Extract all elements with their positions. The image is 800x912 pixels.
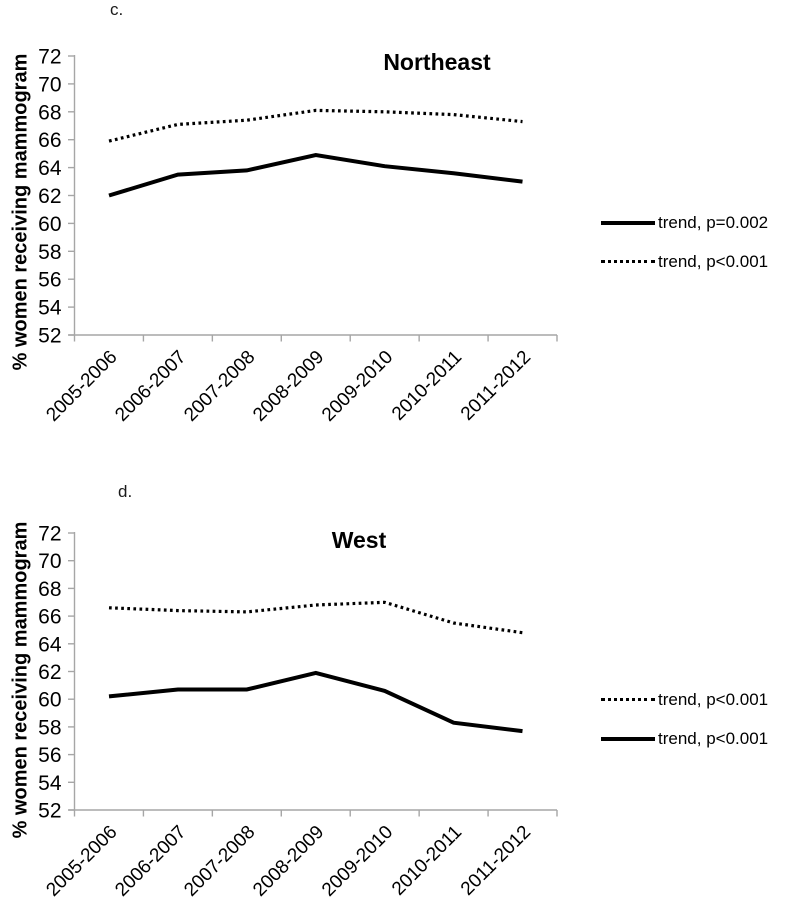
series-line-solid bbox=[108, 670, 523, 734]
y-tick-label: 58 bbox=[38, 716, 61, 739]
x-tick-label: 2007-2008 bbox=[180, 822, 259, 901]
y-tick-label: 62 bbox=[38, 185, 61, 208]
x-tick-label: 2011-2012 bbox=[457, 822, 535, 900]
y-tick-label: 52 bbox=[38, 325, 61, 348]
y-tick-label: 62 bbox=[38, 661, 61, 684]
y-tick-label: 66 bbox=[38, 606, 61, 629]
line-chart-northeast: 52 54 56 58 60 62 64 66 68 70 72 2005-20062006-2007… bbox=[38, 46, 558, 426]
legend-label: trend, p<0.001 bbox=[658, 728, 769, 748]
x-tick-label: 2011-2012 bbox=[457, 347, 535, 425]
legend-swatch-dotted-line bbox=[601, 698, 655, 701]
legend-label: trend, p<0.001 bbox=[658, 251, 769, 271]
y-tick-label: 68 bbox=[38, 101, 61, 124]
series-line-dotted bbox=[108, 600, 523, 635]
x-tick-label: 2005-2006 bbox=[42, 347, 121, 426]
chart-title-west: West bbox=[331, 527, 387, 553]
x-tick-label: 2007-2008 bbox=[180, 347, 259, 426]
panel-d: d. 52 54 56 58 60 62 64 66 68 70 72 2005-2006 2006-2… bbox=[0, 456, 800, 912]
legend-item: trend, p<0.001 bbox=[601, 680, 768, 719]
legend-west: trend, p<0.001 trend, p<0.001 bbox=[601, 680, 768, 758]
legend-northeast: trend, p=0.002 trend, p<0.001 bbox=[601, 203, 768, 281]
y-axis-title-northeast: % women receiving mammogram bbox=[9, 53, 32, 371]
x-tick-label: 2008-2009 bbox=[249, 347, 328, 426]
x-tick-label: 2010-2011 bbox=[388, 347, 466, 425]
legend-swatch-solid-line bbox=[601, 220, 655, 225]
y-tick-label: 64 bbox=[38, 157, 62, 180]
line-chart-west: 52 54 56 58 60 62 64 66 68 70 72 2005-20062006-2007… bbox=[38, 523, 558, 901]
x-tick-label: 2009-2010 bbox=[318, 347, 397, 426]
x-tick-label: 2008-2009 bbox=[249, 822, 328, 901]
legend-item: trend, p<0.001 bbox=[601, 242, 768, 281]
y-tick-label: 66 bbox=[38, 129, 61, 152]
panel-c: c. 52 54 56 58 60 62 64 66 68 70 72 2005-2006 2006-2… bbox=[9, 0, 769, 426]
legend-swatch-solid-line bbox=[601, 736, 655, 741]
series-line-dotted bbox=[108, 108, 523, 143]
y-tick-label: 52 bbox=[38, 800, 61, 823]
y-tick-label: 70 bbox=[38, 550, 61, 573]
series-line-solid bbox=[108, 152, 523, 198]
y-tick-label: 56 bbox=[38, 744, 61, 767]
panel-label-c: c. bbox=[110, 0, 124, 19]
y-tick-label: 54 bbox=[38, 297, 62, 320]
legend-swatch-dotted-line bbox=[601, 260, 655, 263]
x-tick-label: 2010-2011 bbox=[388, 822, 466, 900]
y-tick-label: 60 bbox=[38, 689, 61, 712]
y-tick-label: 54 bbox=[38, 772, 62, 795]
legend-item: trend, p<0.001 bbox=[601, 719, 768, 758]
panel-label-d: d. bbox=[118, 482, 133, 501]
y-tick-label: 58 bbox=[38, 241, 61, 264]
y-tick-label: 70 bbox=[38, 73, 61, 96]
legend-label: trend, p<0.001 bbox=[658, 689, 769, 709]
legend-item: trend, p=0.002 bbox=[601, 203, 768, 242]
y-tick-label: 72 bbox=[38, 46, 61, 69]
y-tick-label: 72 bbox=[38, 523, 61, 546]
y-tick-label: 60 bbox=[38, 213, 61, 236]
legend-label: trend, p=0.002 bbox=[658, 212, 769, 232]
y-tick-label: 64 bbox=[38, 633, 62, 656]
x-tick-label: 2006-2007 bbox=[111, 822, 190, 901]
y-tick-label: 68 bbox=[38, 578, 61, 601]
y-axis-title-west: % women receiving mammogram bbox=[9, 521, 32, 839]
x-tick-label: 2009-2010 bbox=[318, 822, 397, 901]
chart-title-northeast: Northeast bbox=[383, 49, 491, 75]
x-tick-label: 2006-2007 bbox=[111, 347, 190, 426]
x-tick-label: 2005-2006 bbox=[42, 822, 121, 901]
y-tick-label: 56 bbox=[38, 269, 61, 292]
